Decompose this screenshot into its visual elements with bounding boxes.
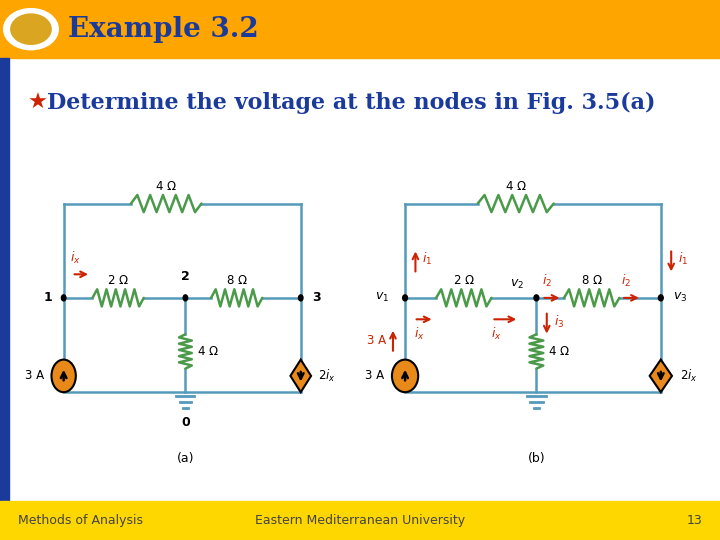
Circle shape	[402, 295, 408, 301]
Text: $i_x$: $i_x$	[492, 326, 502, 342]
Circle shape	[51, 360, 76, 392]
Text: 3 A: 3 A	[367, 334, 386, 347]
Circle shape	[658, 295, 663, 301]
Text: 4 $\Omega$: 4 $\Omega$	[549, 345, 570, 358]
Bar	[0, 58, 9, 501]
Circle shape	[4, 9, 58, 50]
Text: 2 $\Omega$: 2 $\Omega$	[107, 274, 129, 287]
Text: $v_3$: $v_3$	[673, 291, 687, 305]
Text: $i_2$: $i_2$	[541, 273, 552, 289]
Text: 2 $\Omega$: 2 $\Omega$	[453, 274, 474, 287]
Text: Methods of Analysis: Methods of Analysis	[18, 514, 143, 527]
Text: 13: 13	[686, 514, 702, 527]
Text: $i_x$: $i_x$	[414, 326, 424, 342]
Text: Determine the voltage at the nodes in Fig. 3.5(a): Determine the voltage at the nodes in Fi…	[47, 92, 655, 114]
Text: 8 $\Omega$: 8 $\Omega$	[581, 274, 603, 287]
Circle shape	[392, 360, 418, 392]
Circle shape	[299, 295, 303, 301]
Text: 2$i_x$: 2$i_x$	[318, 368, 336, 384]
Bar	[0, 501, 720, 540]
Bar	[0, 58, 720, 501]
Text: 3: 3	[312, 292, 320, 305]
Text: 0: 0	[181, 416, 190, 429]
Text: 2$i_x$: 2$i_x$	[680, 368, 698, 384]
Text: $i_3$: $i_3$	[554, 313, 564, 329]
Text: $v_1$: $v_1$	[375, 291, 390, 305]
Bar	[0, 0, 720, 58]
Text: $i_2$: $i_2$	[621, 273, 631, 289]
Text: Example 3.2: Example 3.2	[68, 16, 259, 43]
Text: 2: 2	[181, 270, 190, 283]
Text: $i_1$: $i_1$	[423, 251, 433, 267]
Text: 8 $\Omega$: 8 $\Omega$	[226, 274, 248, 287]
Circle shape	[11, 14, 51, 44]
Text: (a): (a)	[176, 452, 194, 465]
Circle shape	[61, 295, 66, 301]
Circle shape	[534, 295, 539, 301]
Text: 4 $\Omega$: 4 $\Omega$	[197, 345, 218, 358]
Text: 3 A: 3 A	[25, 369, 45, 382]
Text: $v_2$: $v_2$	[510, 278, 524, 292]
Text: $i_x$: $i_x$	[70, 249, 81, 266]
Polygon shape	[649, 360, 672, 392]
Text: $i_1$: $i_1$	[678, 251, 688, 267]
Polygon shape	[290, 360, 311, 392]
Text: 1: 1	[44, 292, 53, 305]
Text: ★: ★	[27, 93, 48, 113]
Text: 4 $\Omega$: 4 $\Omega$	[156, 180, 177, 193]
Text: (b): (b)	[528, 452, 545, 465]
Circle shape	[183, 295, 188, 301]
Text: Eastern Mediterranean University: Eastern Mediterranean University	[255, 514, 465, 527]
Text: 4 $\Omega$: 4 $\Omega$	[505, 180, 526, 193]
Text: 3 A: 3 A	[365, 369, 384, 382]
